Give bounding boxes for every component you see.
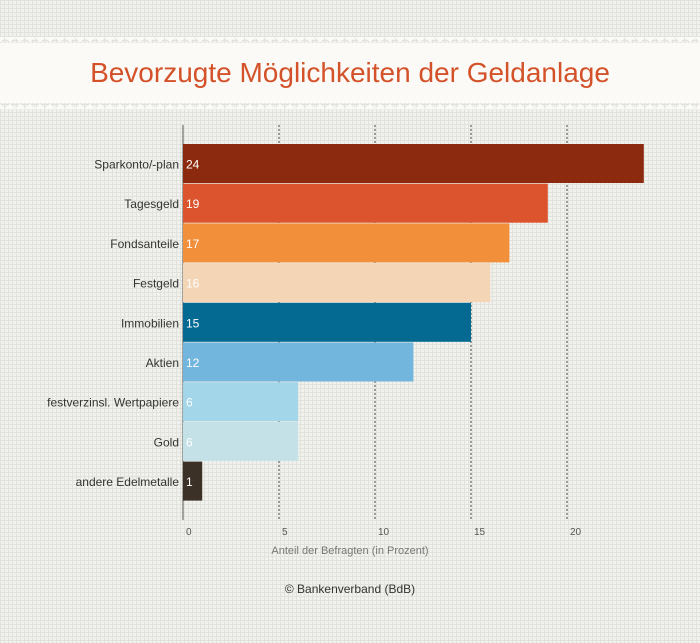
x-tick-label: 0 — [186, 527, 192, 538]
category-label: Tagesgeld — [124, 197, 179, 211]
value-label: 19 — [186, 197, 200, 211]
banner-zigzag-top — [0, 37, 700, 43]
banner-zigzag-bottom — [0, 103, 700, 109]
category-label: Fondsanteile — [110, 237, 179, 251]
x-tick-label: 5 — [282, 527, 288, 538]
value-label: 6 — [186, 435, 193, 449]
source-credit: © Bankenverband (BdB) — [284, 582, 416, 596]
category-label: Festgeld — [133, 277, 179, 291]
bar — [183, 342, 414, 382]
bar — [183, 382, 299, 422]
x-axis-title: Anteil der Befragten (in Prozent) — [271, 545, 428, 557]
bar — [183, 144, 644, 183]
title-banner: Bevorzugte Möglichkeiten der Geldanlage — [0, 37, 700, 109]
bar — [183, 223, 510, 263]
category-label: Sparkonto/-plan — [94, 158, 179, 172]
chart-title: Bevorzugte Möglichkeiten der Geldanlage — [90, 57, 610, 88]
category-label: Aktien — [146, 356, 179, 370]
bar — [183, 461, 203, 501]
bar — [183, 263, 491, 303]
bar — [183, 302, 471, 342]
value-label: 17 — [186, 237, 200, 251]
value-label: 1 — [186, 475, 193, 489]
category-label: andere Edelmetalle — [76, 475, 180, 489]
value-label: 15 — [186, 316, 200, 330]
x-tick-label: 10 — [378, 527, 390, 538]
category-label: Immobilien — [121, 316, 179, 330]
x-tick-label: 15 — [474, 527, 486, 538]
value-label: 24 — [186, 158, 200, 172]
value-label: 6 — [186, 396, 193, 410]
bar — [183, 421, 299, 461]
category-label: Gold — [154, 435, 179, 449]
bar — [183, 183, 548, 223]
value-label: 16 — [186, 277, 200, 291]
x-tick-label: 20 — [570, 527, 582, 538]
value-label: 12 — [186, 356, 200, 370]
category-label: festverzinsl. Wertpapiere — [47, 396, 179, 410]
